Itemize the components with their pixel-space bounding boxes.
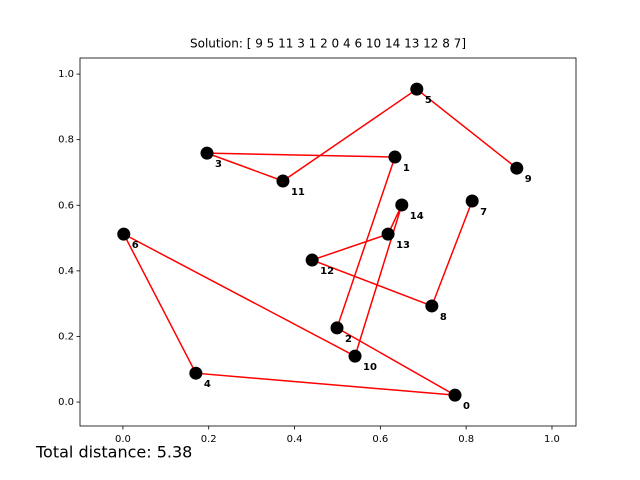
point-label: 11 [291, 187, 305, 198]
point-label: 8 [440, 312, 447, 323]
point-label: 10 [363, 362, 377, 373]
x-tick-label: 0.4 [287, 434, 303, 445]
y-tick-label: 0.2 [58, 331, 74, 342]
point-label: 3 [215, 159, 222, 170]
point-label: 4 [204, 379, 211, 390]
point [410, 82, 424, 96]
point [448, 388, 462, 402]
y-tick-label: 0.6 [58, 200, 74, 211]
chart-title: Solution: [ 9 5 11 3 1 2 0 4 6 10 14 13 … [190, 37, 466, 51]
point [189, 366, 203, 380]
point [276, 174, 290, 188]
y-tick-label: 0.4 [58, 266, 74, 277]
y-tick-label: 0.0 [58, 397, 74, 408]
x-tick-label: 0.6 [372, 434, 388, 445]
point-label: 1 [403, 163, 410, 174]
point-label: 5 [425, 95, 432, 106]
point-label: 2 [345, 334, 352, 345]
point [381, 227, 395, 241]
y-tick-label: 0.8 [58, 135, 74, 146]
point-label: 0 [463, 401, 470, 412]
point [395, 198, 409, 212]
y-tick-label: 1.0 [58, 69, 74, 80]
x-tick-label: 1.0 [544, 434, 560, 445]
x-tick-label: 0.2 [201, 434, 217, 445]
point-label: 9 [525, 174, 532, 185]
annotation: Total distance: 5.38 [35, 443, 192, 462]
point [510, 161, 524, 175]
point [330, 321, 344, 335]
point [465, 194, 479, 208]
point [425, 299, 439, 313]
point [388, 150, 402, 164]
point [348, 349, 362, 363]
point-label: 7 [480, 207, 487, 218]
x-tick-label: 0.0 [115, 434, 131, 445]
axes-frame [79, 57, 577, 427]
point-label: 6 [132, 240, 139, 251]
x-tick-label: 0.8 [458, 434, 474, 445]
point [200, 146, 214, 160]
point [117, 227, 131, 241]
point [305, 253, 319, 267]
point-label: 12 [320, 266, 334, 277]
point-label: 14 [410, 211, 424, 222]
point-label: 13 [396, 240, 410, 251]
